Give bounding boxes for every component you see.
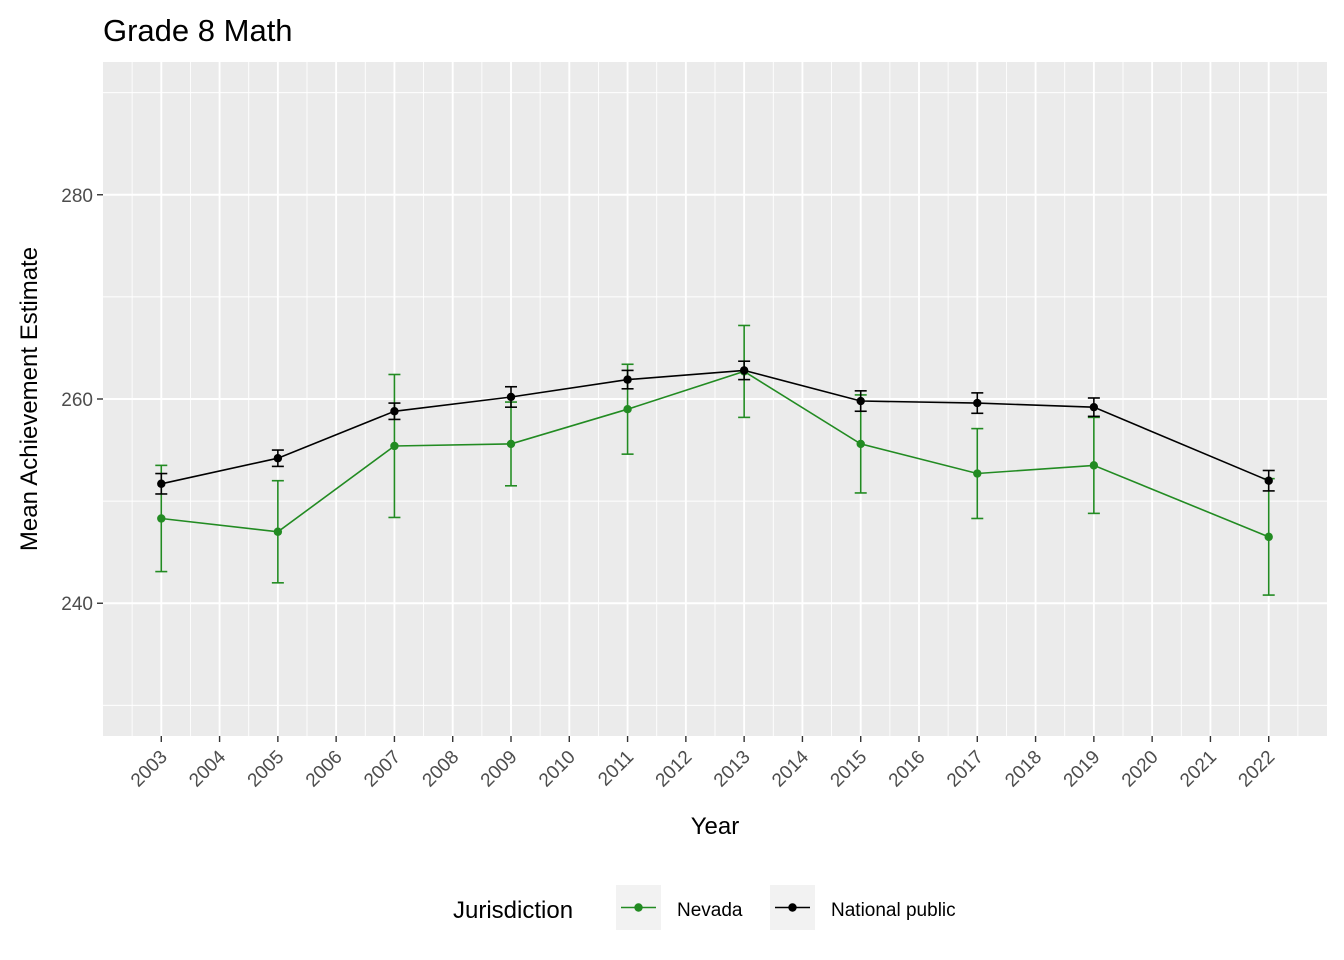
legend-item: National public: [770, 885, 956, 930]
series-line: [161, 369, 1270, 485]
legend-title: Jurisdiction: [453, 897, 573, 924]
x-tick-label: 2021: [1176, 747, 1221, 792]
data-point: [623, 405, 632, 414]
x-tick-label: 2020: [1118, 747, 1163, 792]
chart-title: Grade 8 Math: [103, 13, 293, 48]
data-point: [856, 439, 865, 449]
x-tick-label: 2007: [360, 747, 405, 792]
data-point: [273, 527, 283, 536]
data-point: [157, 479, 166, 488]
data-point: [506, 392, 516, 402]
legend-label: National public: [831, 900, 956, 921]
x-tick-label: 2004: [185, 746, 230, 791]
legend-label: Nevada: [677, 900, 743, 921]
x-tick-label: 2019: [1060, 747, 1105, 792]
x-tick-label: 2010: [535, 747, 580, 792]
x-tick-label: 2008: [419, 747, 464, 792]
x-tick-label: 2003: [127, 747, 172, 792]
x-tick-label: 2013: [710, 747, 755, 792]
data-point: [973, 469, 982, 478]
y-tick-label: 280: [61, 186, 93, 207]
data-point: [273, 454, 283, 463]
data-point: [1264, 476, 1273, 485]
y-tick-label: 260: [61, 390, 93, 411]
series-layer: [155, 324, 1275, 596]
series-line: [161, 370, 1270, 538]
data-point: [390, 441, 399, 451]
x-tick-label: 2012: [652, 747, 697, 792]
data-point: [506, 439, 516, 449]
data-point: [1264, 532, 1273, 542]
data-point: [973, 398, 982, 408]
legend: Jurisdiction Nevada National public: [453, 885, 956, 930]
x-tick-label: 2016: [885, 747, 930, 792]
x-tick-label: 2005: [244, 747, 289, 792]
x-tick-label: 2009: [477, 747, 522, 792]
x-tick-label: 2014: [768, 746, 813, 791]
legend-key-point: [634, 903, 643, 912]
x-axis: 2003 2004 2005 2006 2007 2008 2009 2010 2011 2012…: [127, 736, 1279, 791]
data-point: [856, 396, 865, 406]
data-point: [739, 366, 749, 375]
x-tick-label: 2015: [827, 747, 872, 792]
data-point: [157, 514, 166, 523]
data-point: [1089, 402, 1099, 412]
y-axis: 240 260 280: [61, 186, 103, 615]
major-gridlines: [103, 62, 1327, 736]
legend-item: Nevada: [616, 885, 743, 930]
y-tick-label: 240: [61, 594, 93, 615]
data-point: [390, 407, 399, 416]
x-axis-title: Year: [691, 813, 740, 840]
x-tick-label: 2018: [1001, 747, 1046, 792]
y-axis-title: Mean Achievement Estimate: [16, 247, 43, 551]
data-point: [1089, 461, 1099, 470]
data-point: [623, 375, 632, 384]
x-tick-label: 2017: [943, 747, 988, 792]
x-tick-label: 2011: [594, 747, 638, 791]
x-tick-label: 2006: [302, 747, 347, 792]
x-tick-label: 2022: [1235, 747, 1280, 792]
legend-key-point: [788, 903, 797, 912]
